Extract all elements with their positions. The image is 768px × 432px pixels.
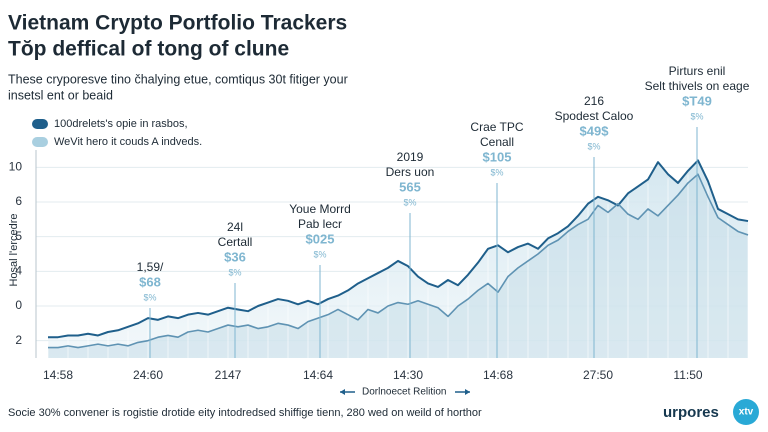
annotation-text: $% [228,267,241,277]
annotation-text: Pab lecr [298,217,342,231]
logo-badge [733,399,759,425]
annotation-text: 216 [584,94,604,108]
footer: Socie 30% convener is rogistie drotide e… [8,407,482,419]
description: These cryporesve tino čhalying etue, com… [8,72,348,86]
annotation-text: $% [690,111,703,121]
annotation-text: Spodest Caloo [555,109,634,123]
annotation-text: Ders uon [386,165,435,179]
axis-arrow [465,389,470,395]
area [48,174,748,358]
logo: urpores [663,404,719,421]
annotation-text: $105 [483,149,512,164]
annotation-text: 1,59/ [137,260,164,274]
legend-label: WeVit hero it couds A indveds. [54,136,202,148]
annotation-text: $025 [306,231,335,246]
annotation-text: $49$ [580,123,610,138]
annotation-text: 24l [227,220,243,234]
series-line [48,173,749,349]
annotation-text: 565 [399,179,421,194]
x-tick-label: 24:60 [133,368,163,382]
axis-arrow [340,389,345,395]
annotation-text: $% [403,197,416,207]
annotation-text: Cenall [480,135,514,149]
x-tick-label: 14:64 [303,368,333,382]
y-tick-label: 2 [15,333,22,347]
annotation-text: $% [490,167,503,177]
y-tick-label: 5 [15,229,22,243]
annotation-text: $36 [224,249,246,264]
x-tick-label: 11:50 [673,368,702,382]
annotation-text: $% [313,249,326,259]
x-tick-label: 14:30 [393,368,423,382]
y-tick-label: 10 [9,160,23,174]
annotation-text: Certall [218,235,253,249]
y-tick-label: 4 [15,264,22,278]
annotation-text: $% [587,141,600,151]
legend-swatch [32,137,48,147]
legend-swatch [32,119,48,129]
series-line [48,159,749,339]
x-tick-label: 2147 [215,368,242,382]
x-tick-label: 27:50 [583,368,613,382]
logo-badge-text: xtv [739,407,754,418]
annotation-text: $% [143,292,156,302]
annotation-text: 2019 [397,150,424,164]
chart-subtitle: Tŏp deffical of tong of clune [8,38,289,61]
annotation-text: $68 [139,274,161,289]
annotation-text: $T49 [682,93,712,108]
y-axis-label: Hosal l'ercedre [8,213,20,286]
y-tick-label: 0 [15,298,22,312]
annotation-text: Selt thivels on eage [645,79,750,93]
description: insetsl ent or beaid [8,88,113,102]
annotation-text: Crae TPC [470,120,523,134]
annotation-text: Pirturs enil [669,64,726,78]
legend-label: 100drelets's opie in rasbos, [54,118,188,130]
x-tick-label: 14:58 [43,368,73,382]
annotation-text: Youe Morrd [289,202,351,216]
chart-title: Vietnam Crypto Portfolio Trackers [8,12,347,35]
x-tick-label: 14:68 [483,368,513,382]
y-tick-label: 6 [15,194,22,208]
x-axis-label: Dorlnoecet Relition [362,387,447,398]
